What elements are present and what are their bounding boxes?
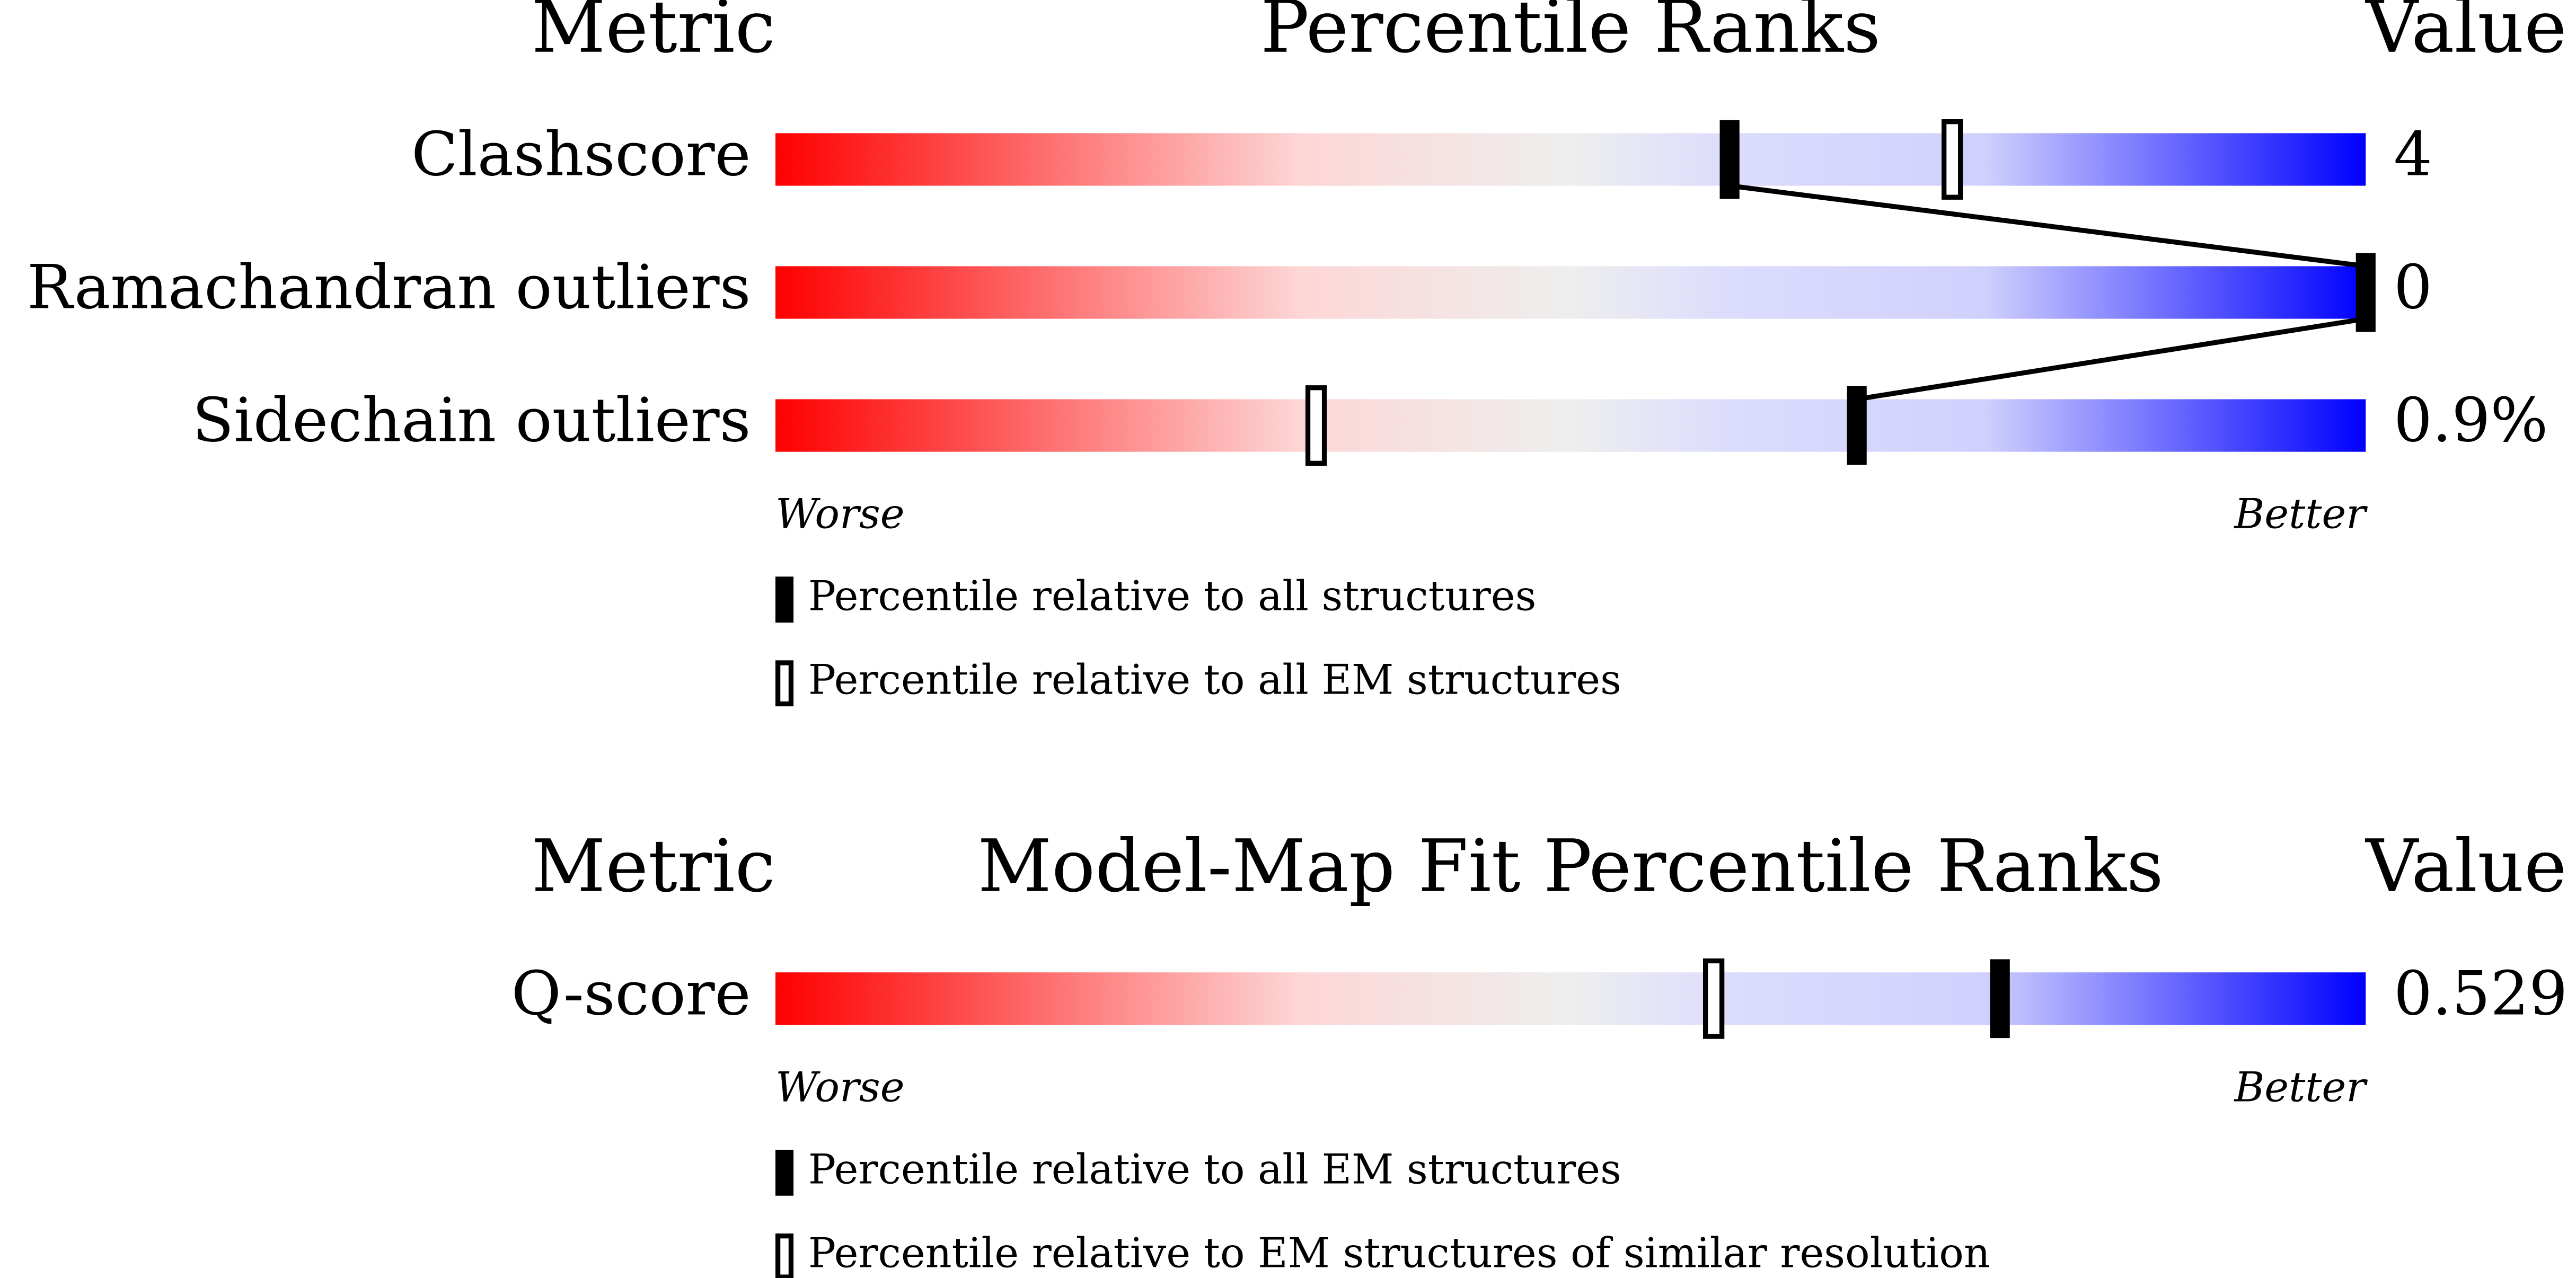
legend-label: Percentile relative to EM structures of …: [808, 1229, 1990, 1277]
percentile-marker-hollow: [1942, 119, 1963, 200]
metric-value: 0.9%: [2394, 386, 2548, 456]
metric-value: 4: [2394, 119, 2432, 190]
metric-value: 0.529: [2394, 958, 2568, 1029]
metric-name: Sidechain outliers: [192, 386, 751, 456]
slider-bar: [775, 972, 2366, 1025]
legend-label: Percentile relative to all EM structures: [808, 1146, 1621, 1193]
legend-swatch: [775, 1233, 794, 1278]
metric-value: 0: [2394, 253, 2432, 323]
legend-label: Percentile relative to all structures: [808, 573, 1536, 620]
percentile-marker-hollow: [1702, 958, 1725, 1039]
metric-name: Q-score: [511, 958, 751, 1029]
percentile-marker: [1990, 959, 2010, 1039]
percentile-marker: [1719, 120, 1740, 199]
better-label: Better: [2233, 491, 2368, 538]
slider-bar: [775, 399, 2366, 452]
legend-label: Percentile relative to all EM structures: [808, 656, 1621, 704]
better-label: Better: [2233, 1063, 2368, 1111]
metric-header: Metric: [532, 0, 775, 69]
percentile-marker: [1847, 386, 1867, 465]
percentile-marker: [2356, 253, 2376, 332]
legend-swatch: [775, 576, 794, 623]
legend-swatch: [775, 1149, 794, 1196]
slider-bar: [775, 266, 2366, 319]
legend-swatch: [775, 660, 794, 707]
worse-label: Worse: [775, 491, 905, 538]
metric-name: Clashscore: [411, 119, 751, 190]
metric-header: Metric: [532, 824, 775, 909]
value-header: Value: [2365, 824, 2566, 909]
chart-title: Model-Map Fit Percentile Ranks: [977, 824, 2163, 909]
metric-name: Ramachandran outliers: [27, 253, 751, 323]
chart-title: Percentile Ranks: [1260, 0, 1881, 69]
worse-label: Worse: [775, 1063, 905, 1111]
slider-bar: [775, 133, 2366, 186]
value-header: Value: [2365, 0, 2566, 69]
percentile-marker-hollow: [1305, 385, 1327, 466]
